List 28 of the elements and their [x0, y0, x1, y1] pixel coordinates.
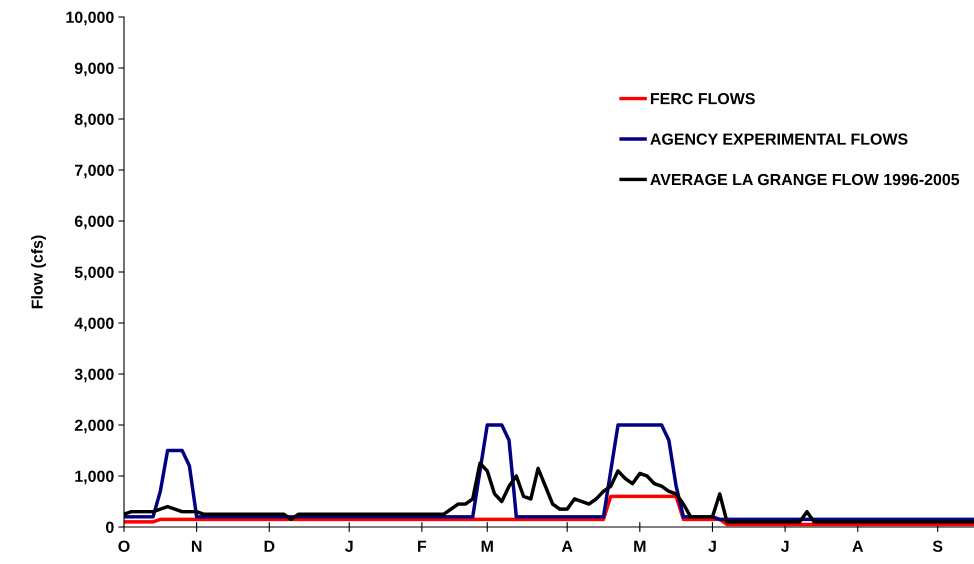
x-tick-label: J [708, 540, 716, 552]
x-tick-label: M [482, 540, 493, 552]
y-axis-title: Flow (cfs) [31, 236, 46, 308]
y-tick-label: 8,000 [74, 114, 114, 128]
x-tick-label: S [932, 540, 942, 552]
legend-label: FERC FLOWS [650, 92, 755, 104]
x-tick-label: O [118, 540, 130, 552]
legend-label: AVERAGE LA GRANGE FLOW 1996-2005 [650, 174, 960, 186]
y-tick-label: 4,000 [74, 318, 114, 332]
y-tick-label: 2,000 [74, 420, 114, 434]
x-tick-label: M [634, 540, 646, 552]
y-tick-label: 5,000 [74, 266, 114, 280]
x-tick-label: F [418, 540, 426, 552]
x-tick-label: J [780, 540, 788, 552]
y-tick-label: 1,000 [75, 470, 114, 484]
x-tick-label: A [852, 540, 864, 552]
y-tick-label: 10,000 [66, 12, 114, 26]
y-tick-label: 7,000 [75, 164, 114, 178]
x-tick-label: A [562, 540, 573, 552]
line-series [124, 423, 974, 522]
y-tick-label: 6,000 [74, 216, 114, 230]
x-tick-label: J [345, 540, 353, 552]
legend-label: AGENCY EXPERIMENTAL FLOWS [650, 133, 908, 145]
y-tick-label: 3,000 [74, 368, 114, 382]
y-tick-label: 9,000 [74, 62, 114, 76]
x-tick-label: N [192, 540, 202, 552]
x-tick-label: D [264, 540, 274, 552]
y-tick-label: 0 [106, 522, 114, 533]
